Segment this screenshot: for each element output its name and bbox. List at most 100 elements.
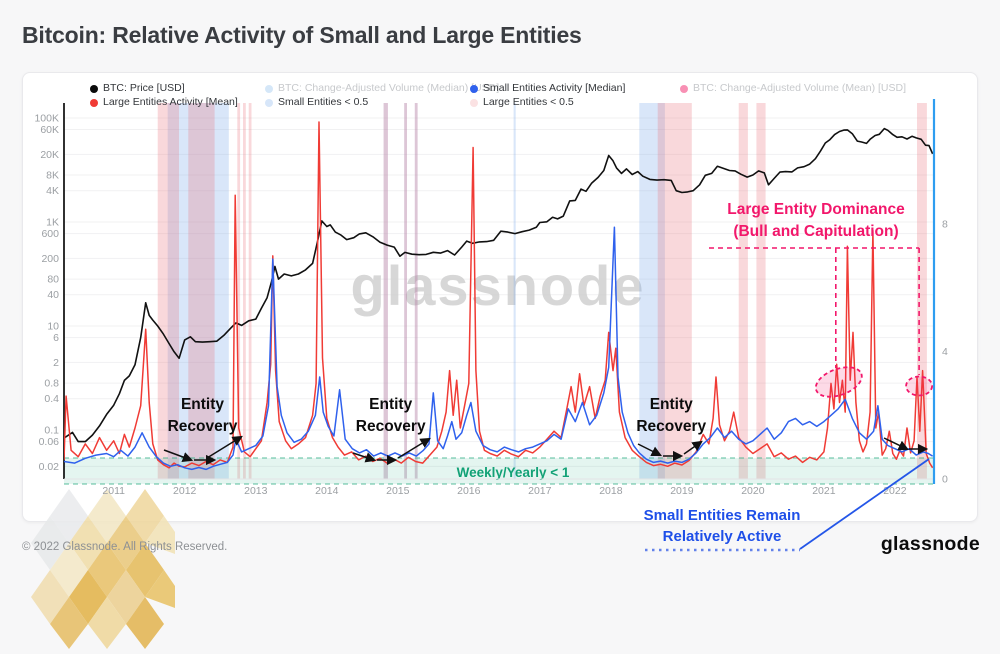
- annotation-small-entities-line1: Small Entities Remain: [643, 507, 801, 524]
- svg-text:Recovery: Recovery: [356, 418, 426, 435]
- svg-text:4K: 4K: [46, 185, 59, 197]
- svg-text:2018: 2018: [599, 485, 623, 497]
- legend-label: BTC: Change-Adjusted Volume (Mean) [USD]: [693, 82, 907, 94]
- legend-item-btc-change-adjusted-volume-median-usd[interactable]: BTC: Change-Adjusted Volume (Median) [US…: [265, 82, 499, 95]
- footer-copyright: © 2022 Glassnode. All Rights Reserved.: [22, 541, 228, 553]
- svg-text:2014: 2014: [315, 485, 339, 497]
- large_entities_lt_0_5-band: [243, 103, 246, 479]
- svg-text:60K: 60K: [40, 124, 59, 136]
- svg-text:2: 2: [53, 357, 59, 369]
- svg-text:2019: 2019: [670, 485, 694, 497]
- svg-text:Recovery: Recovery: [168, 418, 238, 435]
- svg-text:2013: 2013: [244, 485, 268, 497]
- btc-price-usd-line: [64, 127, 934, 443]
- legend-label: Small Entities Activity [Median]: [483, 82, 626, 94]
- highlight-ellipse-2022: [905, 375, 933, 397]
- annotation-small-entities-line2: Relatively Active: [662, 528, 782, 545]
- large_entities_lt_0_5-band: [738, 103, 748, 479]
- legend-dot: [470, 84, 478, 93]
- legend-item-small-entities-0-5[interactable]: Small Entities < 0.5: [265, 96, 470, 109]
- svg-text:0.06: 0.06: [39, 436, 60, 448]
- large_entities_lt_0_5-band: [237, 103, 241, 479]
- large_entities_lt_0_5-band: [657, 103, 692, 479]
- small_entities_lt_0_5-band: [383, 103, 388, 479]
- small_entities_lt_0_5-band: [167, 103, 229, 479]
- svg-text:Entity: Entity: [369, 396, 412, 413]
- large_entities_lt_0_5-band: [248, 103, 252, 479]
- axis-labels: 100K60K20K8K4K1K600200804010620.80.40.10…: [34, 113, 948, 498]
- large_entities_lt_0_5-band: [917, 103, 927, 479]
- page-title: Bitcoin: Relative Activity of Small and …: [22, 22, 582, 48]
- legend-dot: [265, 84, 273, 93]
- legend-label: BTC: Price [USD]: [103, 82, 185, 94]
- legend-dot: [680, 84, 688, 93]
- svg-text:20K: 20K: [40, 149, 59, 161]
- large_entities_lt_0_5-band: [404, 103, 407, 479]
- svg-text:Entity: Entity: [181, 396, 224, 413]
- legend-dot: [470, 98, 478, 107]
- highlight-ellipse-2021: [814, 366, 863, 398]
- annotation-entity-recovery: Entity Recovery: [636, 396, 707, 462]
- large_entities_lt_0_5-band: [383, 103, 388, 479]
- legend-dot: [90, 98, 98, 107]
- svg-text:10: 10: [47, 321, 59, 333]
- svg-text:2017: 2017: [528, 485, 552, 497]
- small_entities_lt_0_5-band: [639, 103, 665, 479]
- svg-text:40: 40: [47, 289, 59, 301]
- annotation-small-entities: Small Entities Remain Relatively Active: [612, 505, 832, 547]
- chart-legend: BTC: Price [USD] BTC: Change-Adjusted Vol…: [90, 82, 971, 109]
- svg-text:600: 600: [41, 228, 59, 240]
- legend-item-btc-price-usd[interactable]: BTC: Price [USD]: [90, 82, 265, 95]
- svg-text:2011: 2011: [102, 485, 125, 497]
- small_entities_lt_0_5-band: [414, 103, 418, 479]
- small_entities_lt_0_5-band: [513, 103, 516, 479]
- svg-text:200: 200: [41, 253, 59, 265]
- legend-item-btc-change-adjusted-volume-mean-usd[interactable]: BTC: Change-Adjusted Volume (Mean) [USD]: [680, 82, 971, 95]
- legend-dot: [265, 98, 273, 107]
- annotation-entity-recovery: Entity Recovery: [352, 396, 431, 466]
- large_entities_lt_0_5-band: [188, 103, 215, 479]
- legend-item-large-entities-activity-mean[interactable]: Large Entities Activity [Mean]: [90, 96, 265, 109]
- svg-text:8K: 8K: [46, 170, 59, 182]
- svg-text:4: 4: [942, 346, 948, 358]
- glassnode-wordmark: glassnode: [880, 533, 980, 555]
- legend-label: Small Entities < 0.5: [278, 96, 369, 108]
- svg-text:6: 6: [53, 332, 59, 344]
- svg-text:0.8: 0.8: [44, 378, 59, 390]
- legend-item-large-entities-0-5[interactable]: Large Entities < 0.5: [470, 96, 680, 109]
- svg-text:Entity: Entity: [650, 396, 693, 413]
- legend-dot: [90, 84, 98, 93]
- large_entities_lt_0_5-band: [756, 103, 766, 479]
- gridlines: [64, 117, 934, 467]
- legend-item-small-entities-activity-median[interactable]: Small Entities Activity [Median]: [470, 82, 680, 95]
- svg-text:1K: 1K: [46, 217, 59, 229]
- svg-text:0.1: 0.1: [44, 425, 59, 437]
- svg-text:Large Entity Dominance: Large Entity Dominance: [727, 201, 905, 218]
- annotation-entity-recovery: Entity Recovery: [163, 396, 243, 466]
- small-entities-activity-median-line: [64, 226, 933, 471]
- annotation-weekly-yearly: Weekly/Yearly < 1: [457, 465, 570, 480]
- svg-text:(Bull and Capitulation): (Bull and Capitulation): [733, 223, 898, 240]
- large_entities_lt_0_5-band: [157, 103, 179, 479]
- end-pointer-arrow: [883, 437, 910, 451]
- svg-text:0.02: 0.02: [39, 461, 60, 473]
- svg-text:0.4: 0.4: [44, 393, 59, 405]
- svg-text:2022: 2022: [883, 485, 907, 497]
- threshold-bands: [157, 103, 927, 479]
- chart-card: BTC: Price [USD] BTC: Change-Adjusted Vol…: [22, 72, 979, 649]
- large_entities_lt_0_5-band: [414, 103, 418, 479]
- svg-text:2021: 2021: [812, 485, 836, 497]
- svg-text:2012: 2012: [173, 485, 197, 497]
- small_entities_lt_0_5-band: [404, 103, 407, 479]
- watermark-text: glassnode: [351, 254, 646, 317]
- legend-label: BTC: Change-Adjusted Volume (Median) [US…: [278, 82, 500, 94]
- series-lines: [64, 121, 934, 471]
- svg-text:80: 80: [47, 274, 59, 286]
- annotation-large-entity-dominance: Large Entity Dominance (Bull and Capitula…: [709, 201, 933, 398]
- svg-text:2020: 2020: [741, 485, 765, 497]
- svg-text:2015: 2015: [386, 485, 410, 497]
- svg-text:8: 8: [942, 219, 948, 231]
- svg-text:2016: 2016: [457, 485, 481, 497]
- legend-label: Large Entities < 0.5: [483, 96, 574, 108]
